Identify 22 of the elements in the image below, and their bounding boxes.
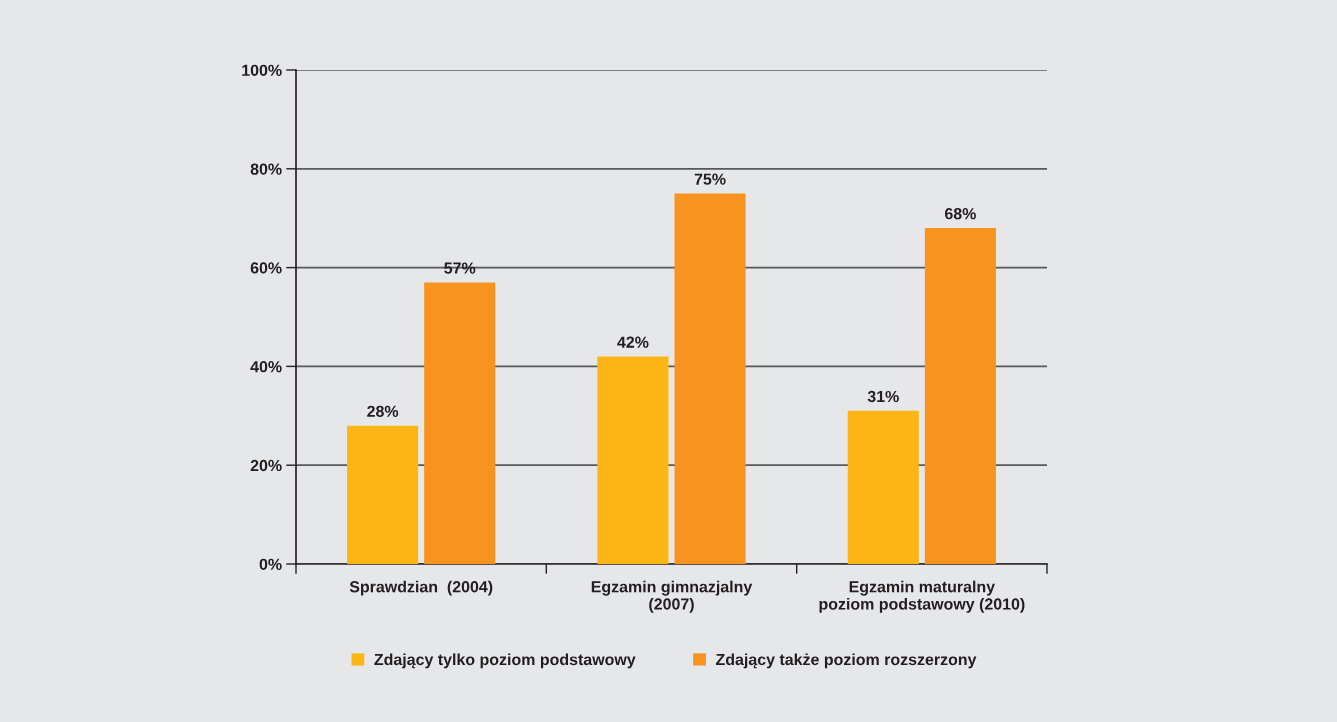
data-label: 28% [367,405,399,417]
legend-label: Zdający także poziom rozszerzony [716,653,977,669]
bar [424,282,496,564]
x-tick-label: Sprawdzian (2004) [349,580,493,596]
y-tick-label: 60% [250,262,282,274]
y-tick-label: 40% [250,361,282,373]
y-tick-label: 20% [250,459,282,472]
data-label: 68% [944,208,976,220]
y-tick-label: 0% [259,558,282,570]
data-label: 42% [617,336,649,348]
legend-label: Zdający tylko poziom podstawowy [374,653,636,669]
bar [847,410,919,564]
y-tick-label: 100% [242,64,282,76]
bar [347,425,419,564]
y-tick-label: 80% [250,163,282,175]
bar [674,193,746,564]
bar [924,228,996,564]
x-tick-label: Egzamin maturalny poziom podstawowy (2010) [819,580,1025,613]
bar [597,356,669,564]
data-label: 75% [694,173,726,185]
x-tick-label: Egzamin gimnazjalny (2007) [591,580,753,613]
data-label: 31% [867,390,899,403]
